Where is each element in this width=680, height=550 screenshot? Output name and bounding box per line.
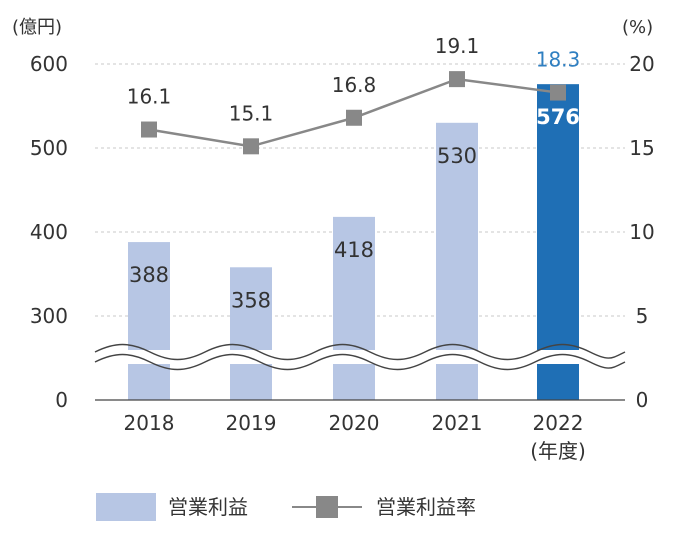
bar-data-label: 388 bbox=[129, 263, 169, 287]
x-tick-label: 2019 bbox=[226, 411, 277, 435]
axis-break bbox=[93, 343, 627, 371]
break-wave-top bbox=[94, 343, 626, 361]
rate-line bbox=[141, 71, 566, 155]
rate-marker bbox=[550, 84, 566, 101]
axes: 0 300 400 500 600 0 5 10 15 20 2018 2019 2020 2021 202… bbox=[30, 52, 655, 435]
y-left-tick-label: 600 bbox=[30, 52, 68, 76]
y-left-tick-label: 300 bbox=[30, 304, 68, 328]
x-tick-label: 2021 bbox=[432, 411, 483, 435]
y-left-tick-label: 500 bbox=[30, 136, 68, 160]
legend-marker bbox=[316, 496, 338, 518]
bar bbox=[333, 216, 375, 400]
rate-marker bbox=[141, 121, 157, 138]
rate-marker bbox=[243, 138, 259, 155]
rate-marker bbox=[449, 71, 465, 88]
legend-label-line: 営業利益率 bbox=[376, 495, 476, 519]
y-right-tick-label: 10 bbox=[629, 220, 654, 244]
legend: 営業利益 営業利益率 bbox=[96, 493, 476, 521]
rate-data-label: 19.1 bbox=[435, 34, 480, 58]
y-right-tick-label: 15 bbox=[629, 136, 654, 160]
y-left-tick-label: 400 bbox=[30, 220, 68, 244]
y-right-tick-label: 5 bbox=[636, 304, 649, 328]
data-labels: 388 358 418 530 576 16.1 15.1 16.8 19.1 18.3 bbox=[127, 34, 581, 312]
break-wave-bottom bbox=[94, 353, 626, 371]
bar-data-label: 576 bbox=[536, 105, 580, 129]
legend-label-bar: 営業利益 bbox=[168, 495, 248, 519]
x-axis-unit: (年度) bbox=[530, 439, 586, 463]
right-axis-unit: (%) bbox=[622, 17, 653, 38]
x-tick-label: 2022 bbox=[533, 411, 584, 435]
x-tick-label: 2020 bbox=[329, 411, 380, 435]
y-right-tick-label: 0 bbox=[636, 388, 649, 412]
rate-data-label: 16.8 bbox=[332, 73, 377, 97]
x-tick-label: 2018 bbox=[124, 411, 175, 435]
rate-data-label: 18.3 bbox=[536, 48, 581, 72]
bar-data-label: 418 bbox=[334, 238, 374, 262]
bar-data-label: 358 bbox=[231, 288, 271, 312]
y-left-tick-label: 0 bbox=[55, 388, 68, 412]
bar bbox=[230, 267, 272, 400]
left-axis-unit: (億円) bbox=[12, 17, 62, 38]
bar-data-label: 530 bbox=[437, 144, 477, 168]
bar bbox=[128, 242, 170, 400]
legend-swatch-bar bbox=[96, 493, 156, 521]
y-right-tick-label: 20 bbox=[629, 52, 654, 76]
rate-marker bbox=[346, 109, 362, 126]
rate-data-label: 15.1 bbox=[229, 101, 274, 125]
rate-data-label: 16.1 bbox=[127, 85, 172, 109]
